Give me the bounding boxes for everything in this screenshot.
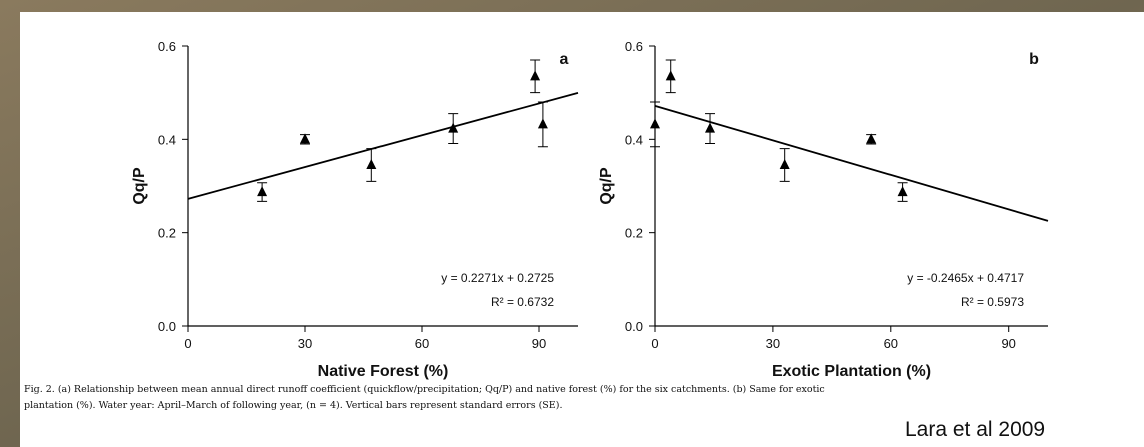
y-axis-title: Qq/P: [131, 167, 148, 205]
x-axis-title: Exotic Plantation (%): [772, 363, 931, 380]
y-tick-label: 0.4: [158, 132, 176, 147]
caption-line: Fig. 2. (a) Relationship between mean an…: [24, 384, 825, 395]
x-tick-label: 90: [532, 336, 546, 351]
data-point: [448, 122, 459, 133]
data-point: [779, 159, 790, 169]
data-point: [257, 186, 268, 197]
panel-label: b: [1029, 51, 1039, 68]
data-point: [650, 118, 660, 129]
trend-line: [187, 91, 579, 200]
data-point: [366, 159, 377, 169]
figure-panel: [20, 12, 1144, 447]
y-tick-label: 0.6: [158, 39, 176, 54]
credit: Lara et al 2009: [905, 418, 1045, 441]
caption-line: plantation (%). Water year: April–March …: [24, 400, 562, 411]
x-axis-title: Native Forest (%): [318, 363, 449, 380]
x-tick-label: 90: [1001, 336, 1015, 351]
x-tick-label: 30: [766, 336, 780, 351]
r-squared: R² = 0.6732: [491, 295, 554, 309]
data-point: [665, 70, 676, 81]
y-tick-label: 0.0: [158, 319, 176, 334]
r-squared: R² = 0.5973: [961, 295, 1024, 309]
x-tick-label: 0: [184, 336, 191, 351]
y-tick-label: 0.6: [625, 39, 643, 54]
equation: y = -0.2465x + 0.4717: [907, 271, 1024, 285]
panel-label: a: [560, 51, 569, 68]
equation: y = 0.2271x + 0.2725: [441, 271, 554, 285]
x-tick-label: 60: [415, 336, 429, 351]
data-point: [866, 133, 877, 144]
data-point: [897, 186, 908, 197]
y-tick-label: 0.2: [158, 226, 176, 241]
x-tick-label: 30: [298, 336, 312, 351]
data-point: [705, 122, 716, 133]
data-point: [530, 70, 541, 81]
x-tick-label: 0: [651, 336, 658, 351]
y-tick-label: 0.4: [625, 132, 643, 147]
y-tick-label: 0.2: [625, 226, 643, 241]
x-tick-label: 60: [884, 336, 898, 351]
trend-line: [654, 105, 1049, 222]
data-point: [537, 118, 548, 129]
y-tick-label: 0.0: [625, 319, 643, 334]
data-point: [300, 133, 310, 144]
y-axis-title: Qq/P: [598, 167, 615, 205]
